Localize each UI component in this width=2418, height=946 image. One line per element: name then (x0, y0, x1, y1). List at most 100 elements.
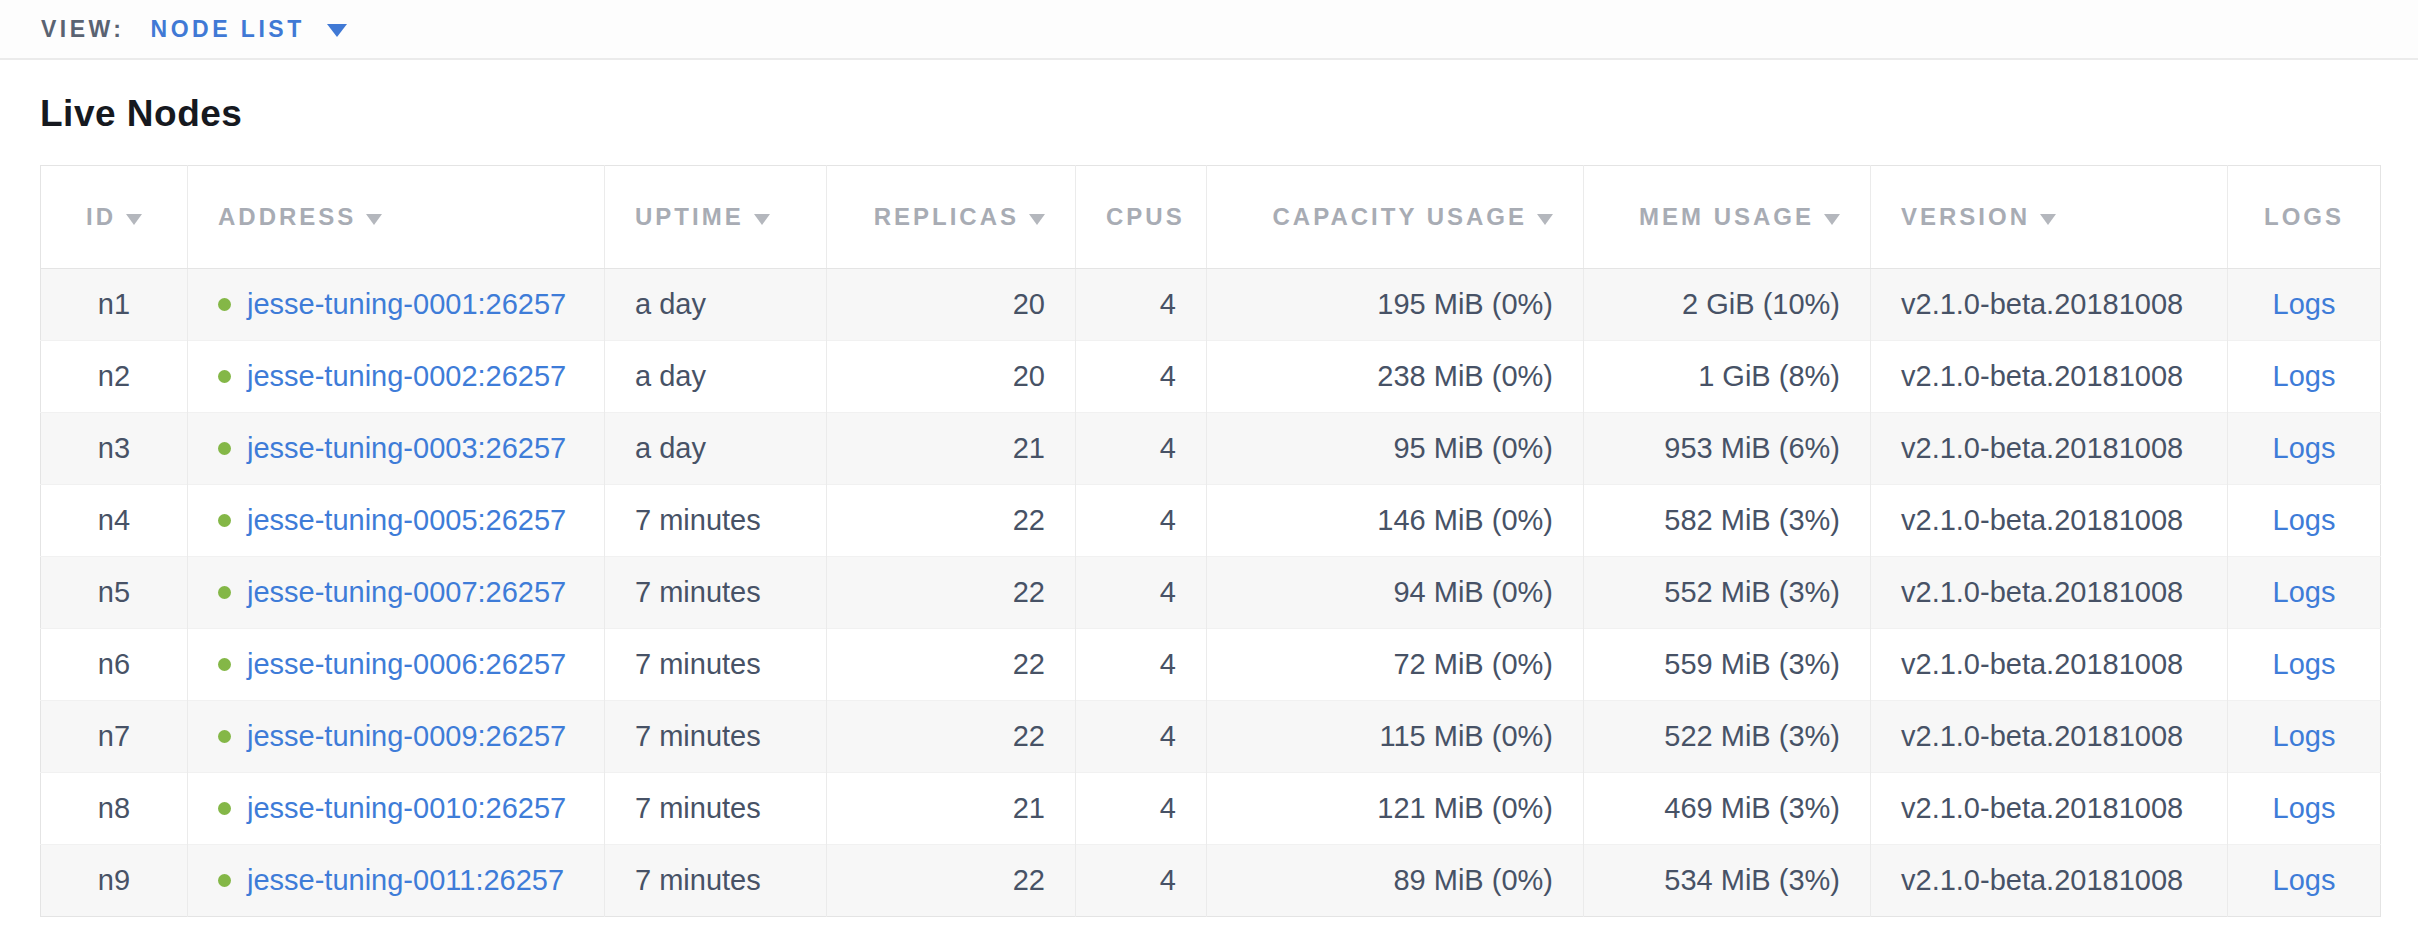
cell-logs: Logs (2228, 701, 2381, 773)
logs-link[interactable]: Logs (2273, 792, 2336, 824)
column-header-label: ID (86, 203, 116, 230)
cell-id: n9 (41, 845, 188, 917)
cell-capacity: 121 MiB (0%) (1207, 773, 1584, 845)
logs-link[interactable]: Logs (2273, 648, 2336, 680)
cell-logs: Logs (2228, 773, 2381, 845)
view-selector-dropdown[interactable]: NODE LIST (151, 16, 347, 43)
cell-version: v2.1.0-beta.20181008 (1871, 269, 2228, 341)
column-header-capacity[interactable]: CAPACITY USAGE (1207, 166, 1584, 269)
node-status-icon (218, 802, 231, 815)
cell-cpus: 4 (1076, 341, 1207, 413)
cell-replicas: 22 (827, 557, 1076, 629)
logs-link[interactable]: Logs (2273, 576, 2336, 608)
cell-capacity: 94 MiB (0%) (1207, 557, 1584, 629)
cell-replicas: 20 (827, 269, 1076, 341)
column-header-uptime[interactable]: UPTIME (605, 166, 827, 269)
live-nodes-table: IDADDRESSUPTIMEREPLICASCPUSCAPACITY USAG… (40, 165, 2381, 917)
cell-cpus: 4 (1076, 413, 1207, 485)
cell-id: n1 (41, 269, 188, 341)
table-header: IDADDRESSUPTIMEREPLICASCPUSCAPACITY USAG… (41, 166, 2381, 269)
address-link[interactable]: jesse-tuning-0003:26257 (247, 432, 566, 464)
logs-link[interactable]: Logs (2273, 504, 2336, 536)
column-header-label: CAPACITY USAGE (1273, 203, 1527, 230)
address-link[interactable]: jesse-tuning-0007:26257 (247, 576, 566, 608)
column-header-logs: LOGS (2228, 166, 2381, 269)
logs-link[interactable]: Logs (2273, 432, 2336, 464)
column-header-label: VERSION (1901, 203, 2030, 230)
cell-cpus: 4 (1076, 845, 1207, 917)
cell-capacity: 146 MiB (0%) (1207, 485, 1584, 557)
cell-id: n6 (41, 629, 188, 701)
cell-version: v2.1.0-beta.20181008 (1871, 773, 2228, 845)
cell-logs: Logs (2228, 485, 2381, 557)
cell-address: jesse-tuning-0006:26257 (188, 629, 605, 701)
address-link[interactable]: jesse-tuning-0001:26257 (247, 288, 566, 320)
address-link[interactable]: jesse-tuning-0009:26257 (247, 720, 566, 752)
column-header-label: REPLICAS (874, 203, 1019, 230)
cell-address: jesse-tuning-0007:26257 (188, 557, 605, 629)
column-header-replicas[interactable]: REPLICAS (827, 166, 1076, 269)
column-header-id[interactable]: ID (41, 166, 188, 269)
cell-cpus: 4 (1076, 701, 1207, 773)
cell-address: jesse-tuning-0003:26257 (188, 413, 605, 485)
logs-link[interactable]: Logs (2273, 720, 2336, 752)
address-link[interactable]: jesse-tuning-0011:26257 (247, 864, 564, 896)
cell-mem: 582 MiB (3%) (1584, 485, 1871, 557)
address-link[interactable]: jesse-tuning-0005:26257 (247, 504, 566, 536)
cell-version: v2.1.0-beta.20181008 (1871, 341, 2228, 413)
logs-link[interactable]: Logs (2273, 288, 2336, 320)
column-header-label: ADDRESS (218, 203, 356, 230)
cell-replicas: 22 (827, 629, 1076, 701)
sort-arrow-icon (1029, 214, 1045, 225)
cell-version: v2.1.0-beta.20181008 (1871, 629, 2228, 701)
address-link[interactable]: jesse-tuning-0006:26257 (247, 648, 566, 680)
cell-version: v2.1.0-beta.20181008 (1871, 845, 2228, 917)
cell-replicas: 21 (827, 413, 1076, 485)
cell-address: jesse-tuning-0005:26257 (188, 485, 605, 557)
cell-cpus: 4 (1076, 773, 1207, 845)
address-link[interactable]: jesse-tuning-0010:26257 (247, 792, 566, 824)
page-content: Live Nodes IDADDRESSUPTIMEREPLICASCPUSCA… (0, 93, 2418, 917)
cell-mem: 559 MiB (3%) (1584, 629, 1871, 701)
cell-uptime: 7 minutes (605, 845, 827, 917)
node-status-icon (218, 658, 231, 671)
node-status-icon (218, 514, 231, 527)
cell-id: n5 (41, 557, 188, 629)
cell-capacity: 95 MiB (0%) (1207, 413, 1584, 485)
cell-mem: 953 MiB (6%) (1584, 413, 1871, 485)
page-title: Live Nodes (40, 93, 2380, 135)
cell-uptime: 7 minutes (605, 485, 827, 557)
cell-id: n2 (41, 341, 188, 413)
table-row: n1jesse-tuning-0001:26257a day204195 MiB… (41, 269, 2381, 341)
column-header-mem[interactable]: MEM USAGE (1584, 166, 1871, 269)
cell-uptime: a day (605, 341, 827, 413)
column-header-version[interactable]: VERSION (1871, 166, 2228, 269)
sort-arrow-icon (126, 214, 142, 225)
view-label: VIEW: (41, 16, 125, 43)
cell-mem: 552 MiB (3%) (1584, 557, 1871, 629)
cell-replicas: 22 (827, 845, 1076, 917)
cell-address: jesse-tuning-0011:26257 (188, 845, 605, 917)
cell-cpus: 4 (1076, 629, 1207, 701)
column-header-label: UPTIME (635, 203, 744, 230)
logs-link[interactable]: Logs (2273, 360, 2336, 392)
sort-arrow-icon (1537, 214, 1553, 225)
cell-cpus: 4 (1076, 485, 1207, 557)
cell-mem: 469 MiB (3%) (1584, 773, 1871, 845)
cell-uptime: a day (605, 413, 827, 485)
view-selected-value: NODE LIST (151, 16, 305, 43)
sort-arrow-icon (366, 214, 382, 225)
cell-address: jesse-tuning-0002:26257 (188, 341, 605, 413)
cell-capacity: 115 MiB (0%) (1207, 701, 1584, 773)
address-link[interactable]: jesse-tuning-0002:26257 (247, 360, 566, 392)
cell-id: n8 (41, 773, 188, 845)
cell-logs: Logs (2228, 629, 2381, 701)
sort-arrow-icon (1824, 214, 1840, 225)
table-body: n1jesse-tuning-0001:26257a day204195 MiB… (41, 269, 2381, 917)
cell-version: v2.1.0-beta.20181008 (1871, 485, 2228, 557)
cell-capacity: 195 MiB (0%) (1207, 269, 1584, 341)
column-header-address[interactable]: ADDRESS (188, 166, 605, 269)
node-status-icon (218, 730, 231, 743)
node-status-icon (218, 874, 231, 887)
logs-link[interactable]: Logs (2273, 864, 2336, 896)
